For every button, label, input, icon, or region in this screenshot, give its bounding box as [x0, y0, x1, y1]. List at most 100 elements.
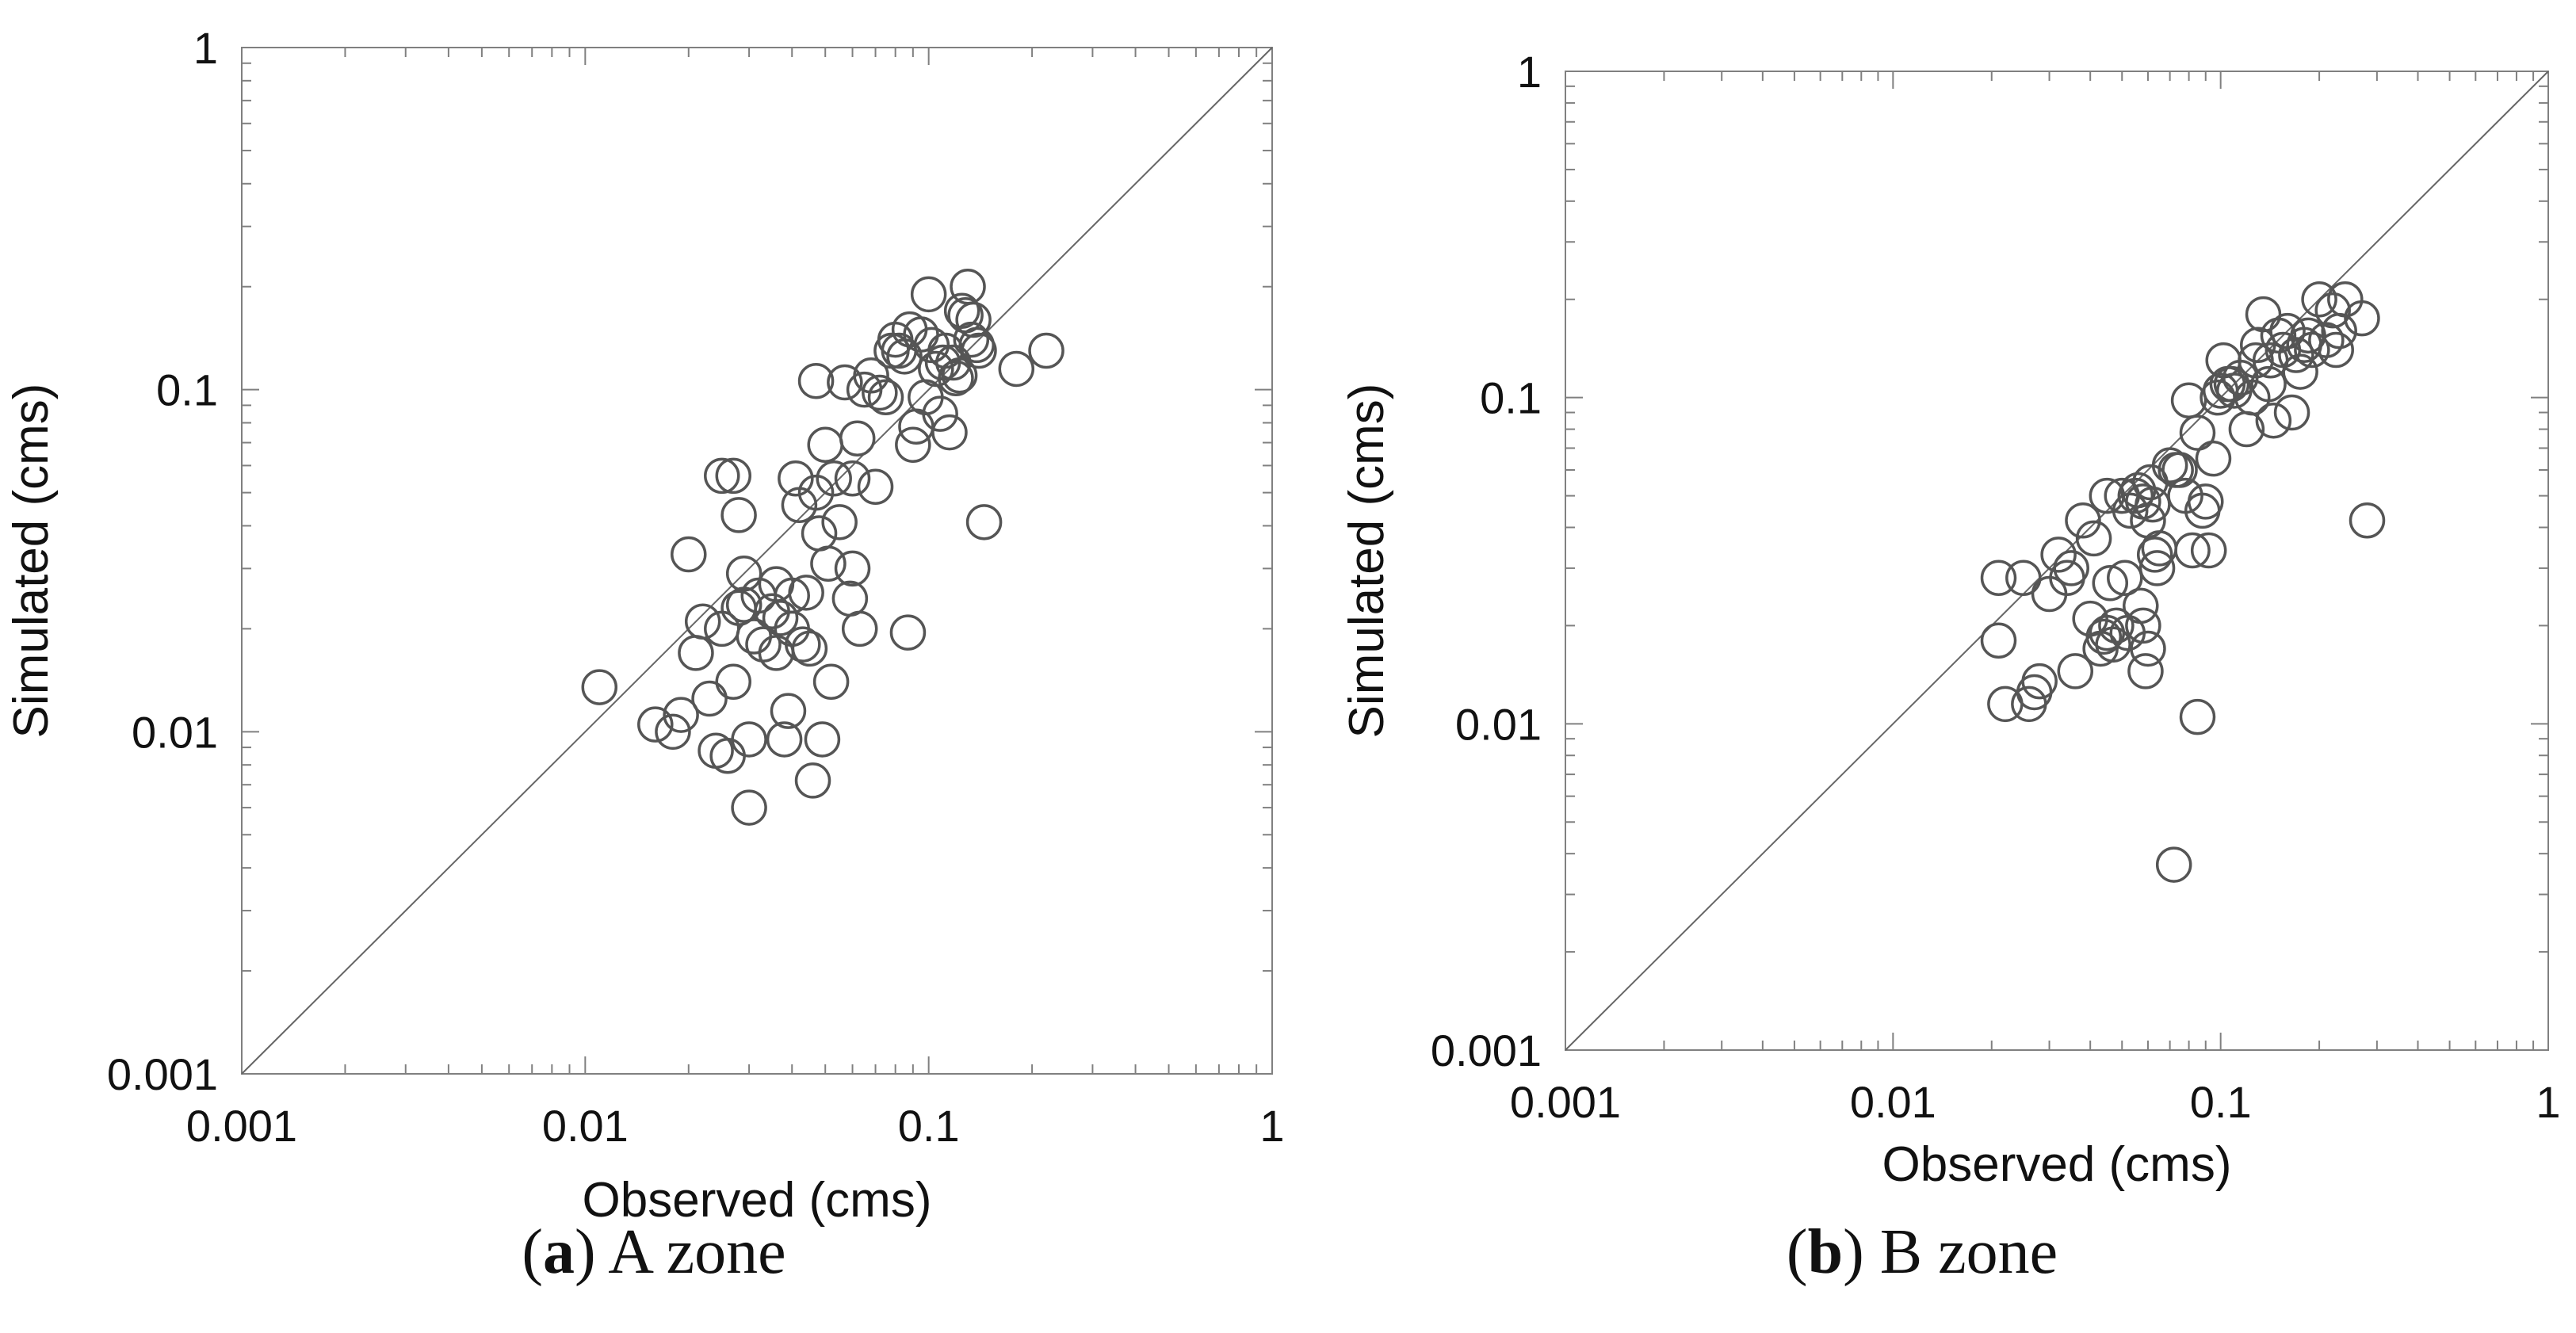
x-tick-label: 0.1 — [898, 1101, 960, 1151]
data-point — [2040, 537, 2077, 573]
data-point — [684, 603, 721, 640]
data-point — [2238, 342, 2274, 379]
data-point — [918, 350, 954, 388]
data-point — [2318, 331, 2354, 369]
data-point — [2065, 502, 2101, 539]
data-point — [691, 680, 728, 717]
data-point — [812, 663, 850, 701]
data-point — [731, 721, 767, 758]
data-point — [910, 276, 947, 313]
x-tick-label: 0.1 — [2190, 1077, 2252, 1127]
data-point — [2188, 483, 2224, 520]
data-point — [2095, 626, 2131, 663]
data-point — [715, 663, 752, 701]
y-tick-label: 1 — [1517, 47, 1542, 97]
data-point — [797, 474, 835, 511]
data-point — [2260, 317, 2297, 354]
one-to-one-line-a — [241, 47, 1273, 1075]
data-point — [2179, 698, 2216, 735]
panel-a: 0.001 0.01 0.1 1 0.001 0.01 0.1 1 Observed (cms)… — [4, 23, 1285, 1228]
data-point — [2098, 607, 2135, 644]
data-point — [2349, 502, 2386, 539]
data-point — [1980, 560, 2017, 597]
data-point — [2344, 300, 2380, 337]
data-point — [953, 321, 990, 358]
data-point — [941, 357, 978, 394]
caption-a-label: a — [543, 1217, 575, 1287]
data-point — [810, 545, 847, 582]
data-point — [2190, 532, 2227, 569]
data-point — [816, 460, 852, 497]
x-tick-label: 0.01 — [1850, 1077, 1936, 1127]
caption-b-text: B zone — [1879, 1217, 2058, 1287]
data-point — [2075, 520, 2112, 557]
data-point — [2174, 532, 2211, 569]
data-point — [2282, 353, 2318, 390]
y-tick-label: 1 — [193, 23, 218, 73]
data-point — [841, 610, 878, 647]
data-point — [2155, 846, 2192, 883]
x-axis-title-a: Observed (cms) — [583, 1173, 932, 1228]
data-point — [2005, 560, 2042, 597]
data-point — [2179, 414, 2216, 451]
y-axis-title-b: Simulated (cms) — [1340, 384, 1394, 739]
data-point — [834, 460, 871, 497]
data-point — [2117, 477, 2154, 514]
panel-b: 0.001 0.01 0.1 1 0.001 0.01 0.1 1 Observed (cms)… — [1340, 47, 2561, 1192]
data-point — [961, 332, 997, 369]
x-tick-label: 1 — [1259, 1101, 1284, 1151]
data-point — [671, 536, 707, 573]
data-point — [804, 721, 841, 758]
y-tick-label: 0.01 — [132, 707, 218, 757]
x-tick-label: 0.01 — [542, 1101, 629, 1151]
data-point — [834, 550, 871, 587]
data-point — [821, 504, 858, 540]
data-point — [2125, 607, 2161, 644]
data-point — [770, 693, 807, 729]
data-point — [1028, 332, 1064, 369]
caption-b-label: b — [1807, 1217, 1844, 1287]
data-point — [827, 364, 863, 401]
y-tick-label: 0.01 — [1455, 699, 1542, 749]
x-axis-title-b: Observed (cms) — [1882, 1137, 2232, 1192]
x-tick-label: 0.001 — [1510, 1077, 1621, 1127]
data-point — [2123, 587, 2159, 624]
data-point — [663, 697, 699, 733]
y-tick-label: 0.1 — [156, 365, 218, 415]
data-point — [2053, 550, 2089, 586]
data-point — [931, 414, 968, 451]
data-point — [938, 360, 974, 396]
y-tick-label: 0.1 — [1480, 373, 1542, 423]
data-point — [889, 614, 927, 651]
data-point — [839, 420, 876, 457]
data-point — [762, 600, 799, 636]
caption-a-text: A zone — [608, 1217, 786, 1287]
data-point — [2250, 365, 2287, 403]
data-point — [922, 395, 958, 432]
data-point — [704, 457, 740, 495]
data-point — [766, 721, 803, 758]
x-tick-label: 1 — [2536, 1077, 2560, 1127]
data-point — [794, 762, 831, 799]
data-point — [797, 362, 835, 399]
data-point — [2314, 292, 2351, 329]
data-point — [2136, 537, 2173, 573]
data-point — [2057, 653, 2094, 689]
data-point — [2107, 560, 2143, 597]
caption-a: (a) A zone — [522, 1217, 786, 1287]
data-point — [788, 575, 824, 611]
data-point — [2278, 337, 2314, 373]
data-point — [2301, 281, 2337, 318]
caption-b: (b) B zone — [1786, 1217, 2058, 1287]
data-point — [903, 316, 939, 353]
data-point — [2130, 630, 2166, 667]
data-point — [2125, 483, 2161, 520]
data-point — [1980, 622, 2017, 659]
data-point — [2273, 394, 2310, 431]
data-point — [2085, 618, 2123, 655]
data-point — [2255, 402, 2292, 439]
data-point — [2290, 317, 2326, 354]
data-point — [867, 379, 904, 416]
data-point — [581, 669, 618, 705]
